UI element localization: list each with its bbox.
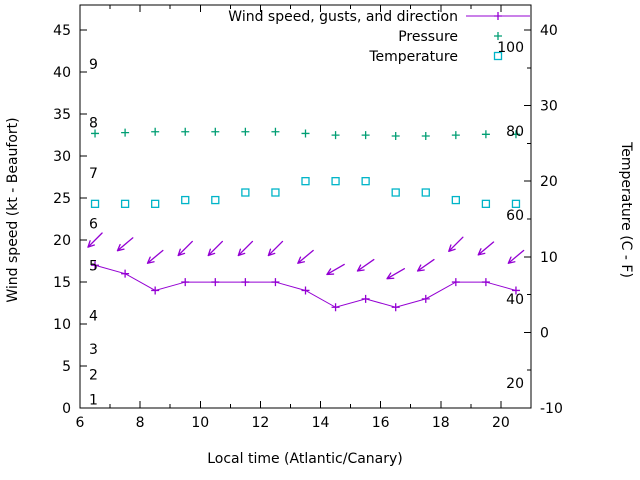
legend-samples <box>466 12 530 61</box>
plot-border <box>79 4 532 409</box>
svg-text:0: 0 <box>540 325 549 341</box>
svg-text:15: 15 <box>53 275 71 291</box>
svg-text:100: 100 <box>497 40 524 56</box>
svg-text:20: 20 <box>53 233 71 249</box>
svg-text:25: 25 <box>53 191 71 207</box>
svg-text:40: 40 <box>540 23 558 39</box>
svg-text:10: 10 <box>540 250 558 266</box>
svg-text:-10: -10 <box>540 401 563 417</box>
svg-text:35: 35 <box>53 107 71 123</box>
x-axis-ticks: 6 8 10 12 14 16 18 20 <box>76 5 532 431</box>
fahrenheit-labels: 20 40 60 80 100 <box>497 40 524 392</box>
svg-text:2: 2 <box>89 367 98 383</box>
y-right-axis-title: Temperature (C - F) <box>618 141 634 278</box>
beaufort-labels: 1 2 3 4 5 6 7 8 9 <box>89 57 98 409</box>
svg-text:12: 12 <box>251 415 269 431</box>
svg-text:5: 5 <box>89 258 98 274</box>
svg-text:16: 16 <box>372 415 390 431</box>
wind-speed-series <box>91 261 520 312</box>
svg-text:1: 1 <box>89 393 98 409</box>
svg-text:14: 14 <box>312 415 330 431</box>
svg-text:5: 5 <box>62 359 71 375</box>
temperature-series <box>90 177 521 209</box>
svg-text:7: 7 <box>89 166 98 182</box>
svg-text:9: 9 <box>89 57 98 73</box>
y-right-ticks: -10 0 10 20 30 40 <box>524 23 563 417</box>
svg-text:40: 40 <box>53 65 71 81</box>
svg-text:3: 3 <box>89 342 98 358</box>
svg-text:80: 80 <box>506 124 524 140</box>
wind-direction-arrows <box>87 232 525 280</box>
svg-text:20: 20 <box>506 376 524 392</box>
svg-text:30: 30 <box>540 99 558 115</box>
x-axis-title: Local time (Atlantic/Canary) <box>207 451 403 467</box>
svg-text:40: 40 <box>506 292 524 308</box>
legend-label-temperature: Temperature <box>368 49 458 65</box>
svg-text:10: 10 <box>191 415 209 431</box>
svg-text:30: 30 <box>53 149 71 165</box>
svg-text:60: 60 <box>506 208 524 224</box>
svg-text:8: 8 <box>89 116 98 132</box>
svg-text:4: 4 <box>89 309 98 325</box>
y-left-ticks: 0 5 10 15 20 25 30 35 40 45 <box>53 23 87 417</box>
legend-label-pressure: Pressure <box>398 29 458 45</box>
svg-text:20: 20 <box>492 415 510 431</box>
svg-text:20: 20 <box>540 174 558 190</box>
legend-label-wind: Wind speed, gusts, and direction <box>228 9 458 25</box>
svg-text:8: 8 <box>136 415 145 431</box>
svg-text:18: 18 <box>432 415 450 431</box>
svg-text:0: 0 <box>62 401 71 417</box>
svg-text:6: 6 <box>89 216 98 232</box>
pressure-series <box>91 127 520 140</box>
svg-text:10: 10 <box>53 317 71 333</box>
y-left-axis-title: Wind speed (kt - Beaufort) <box>5 117 21 302</box>
svg-text:6: 6 <box>76 415 85 431</box>
svg-text:45: 45 <box>53 23 71 39</box>
